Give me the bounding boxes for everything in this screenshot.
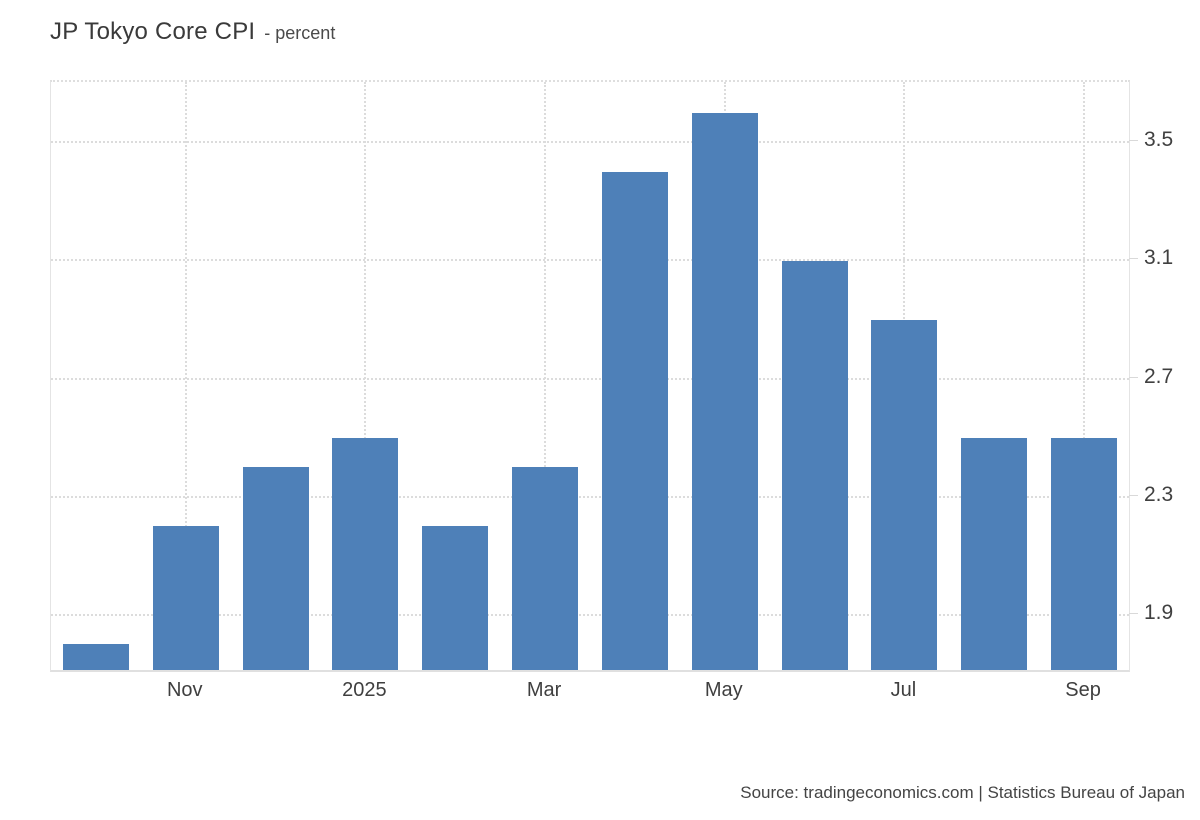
- bar-5[interactable]: [422, 526, 489, 670]
- y-axis-tick-mark: [1129, 612, 1138, 614]
- horizontal-gridline: [51, 141, 1129, 144]
- x-axis-tick-label: Jul: [890, 679, 917, 701]
- bar-6[interactable]: [512, 467, 579, 670]
- bar-11[interactable]: [961, 437, 1028, 670]
- horizontal-gridline: [51, 613, 1129, 616]
- bar-7[interactable]: [601, 172, 668, 670]
- horizontal-gridline: [51, 259, 1129, 262]
- bar-10[interactable]: [871, 319, 938, 670]
- bar-4[interactable]: [332, 437, 399, 670]
- y-axis-tick-label: 1.9: [1144, 600, 1174, 624]
- x-axis-tick-label: May: [704, 679, 743, 701]
- x-axis-tick-label: Nov: [166, 679, 203, 701]
- vertical-gridline: [184, 82, 187, 670]
- vertical-gridline: [544, 82, 547, 670]
- bar-12[interactable]: [1051, 437, 1118, 670]
- page-title: JP Tokyo Core CPI: [50, 18, 256, 45]
- y-axis-tick-mark: [1129, 258, 1138, 260]
- bar-3[interactable]: [242, 467, 309, 670]
- x-axis-tick-label: 2025: [342, 679, 387, 701]
- bar-1[interactable]: [62, 644, 129, 670]
- vertical-gridline: [1083, 82, 1086, 670]
- y-axis-tick-label: 3.5: [1144, 128, 1174, 152]
- horizontal-gridline: [51, 377, 1129, 380]
- y-axis-tick-mark: [1129, 140, 1138, 142]
- y-axis-tick-label: 2.3: [1144, 482, 1174, 506]
- bar-2[interactable]: [152, 526, 219, 670]
- bar-9[interactable]: [781, 260, 848, 670]
- y-axis-tick-mark: [1129, 376, 1138, 378]
- y-axis-tick-label: 2.7: [1144, 364, 1174, 388]
- source-attribution: Source: tradingeconomics.com | Statistic…: [740, 783, 1185, 802]
- y-axis-tick-label: 3.1: [1144, 246, 1174, 270]
- bar-chart-plot-area: [50, 80, 1130, 672]
- horizontal-gridline: [51, 495, 1129, 498]
- vertical-gridline: [364, 82, 367, 670]
- chart-header: JP Tokyo Core CPI - percent: [50, 18, 335, 46]
- y-axis-tick-mark: [1129, 494, 1138, 496]
- x-axis-tick-label: Sep: [1065, 679, 1101, 701]
- x-axis-tick-label: Mar: [526, 679, 562, 701]
- bar-8[interactable]: [691, 112, 758, 670]
- page-subtitle: - percent: [264, 23, 336, 43]
